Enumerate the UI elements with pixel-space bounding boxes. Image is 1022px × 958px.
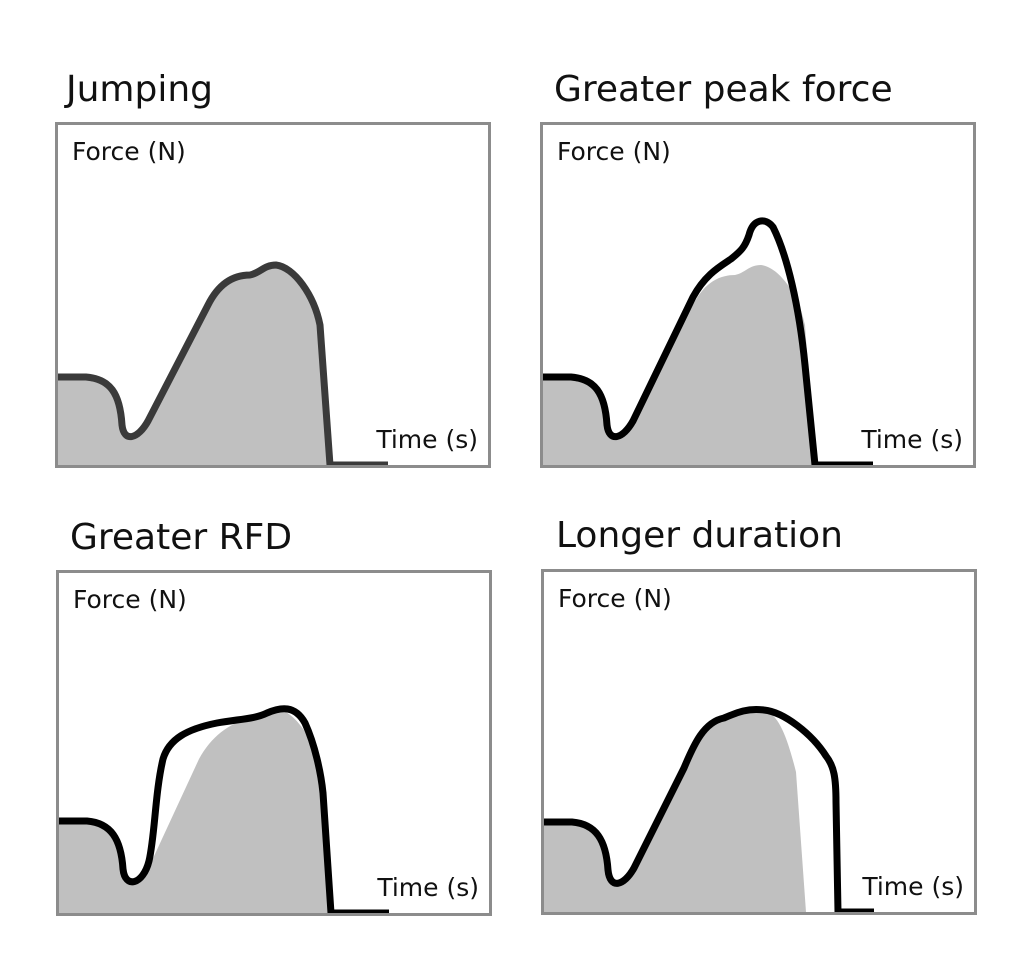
panel-peak-force: Force (N) Time (s) xyxy=(540,122,976,468)
force-time-plot-jumping xyxy=(58,261,388,465)
panel-jumping: Force (N) Time (s) xyxy=(55,122,491,468)
x-axis-label: Time (s) xyxy=(376,425,478,454)
x-axis-label: Time (s) xyxy=(377,873,479,902)
x-axis-label: Time (s) xyxy=(862,872,964,901)
panel-title-duration: Longer duration xyxy=(556,515,843,556)
panel-title-rfd: Greater RFD xyxy=(70,517,293,558)
y-axis-label: Force (N) xyxy=(557,137,671,166)
force-curve xyxy=(58,261,388,465)
x-axis-label: Time (s) xyxy=(861,425,963,454)
force-curve xyxy=(543,217,873,465)
y-axis-label: Force (N) xyxy=(73,585,187,614)
force-time-plot-duration xyxy=(544,706,874,912)
panel-title-jumping: Jumping xyxy=(66,69,214,110)
baseline-area xyxy=(59,709,331,913)
y-axis-label: Force (N) xyxy=(558,584,672,613)
force-time-plot-rfd xyxy=(59,705,389,913)
panel-rfd: Force (N) Time (s) xyxy=(56,570,492,916)
force-time-plot-peak-force xyxy=(543,217,873,465)
baseline-area xyxy=(58,265,330,465)
baseline-area xyxy=(544,710,806,912)
panel-title-peak-force: Greater peak force xyxy=(554,69,893,110)
panel-duration: Force (N) Time (s) xyxy=(541,569,977,915)
y-axis-label: Force (N) xyxy=(72,137,186,166)
baseline-area xyxy=(543,265,815,465)
force-curve xyxy=(59,705,389,913)
force-curve xyxy=(544,706,874,912)
